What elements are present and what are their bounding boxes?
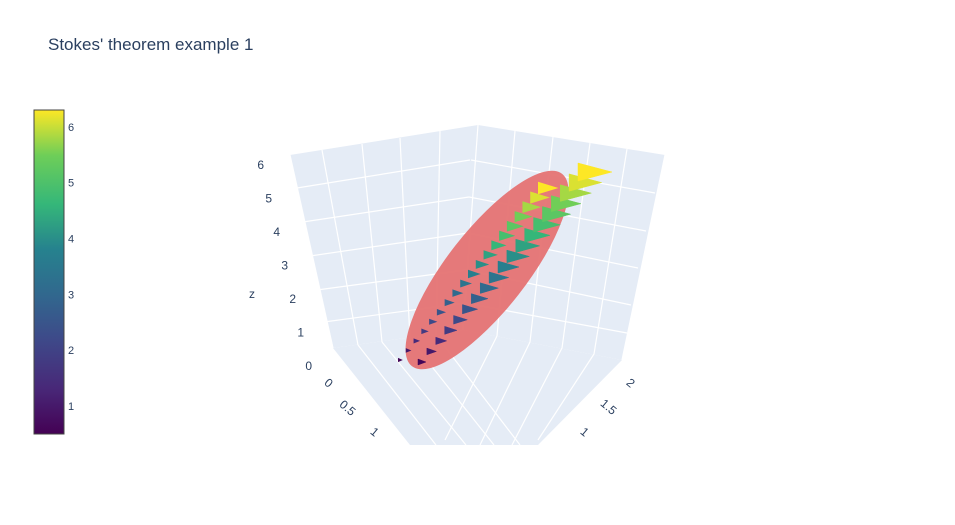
grid-line bbox=[444, 335, 498, 441]
cone-marker bbox=[533, 217, 562, 233]
cone-marker bbox=[421, 328, 429, 335]
grid-line bbox=[302, 196, 470, 223]
cone-marker bbox=[506, 249, 531, 264]
grid-line bbox=[511, 347, 563, 446]
grid-line bbox=[621, 154, 666, 361]
cone-marker bbox=[488, 271, 510, 284]
y-tick-label: 1.5 bbox=[598, 396, 620, 418]
grid-line bbox=[289, 154, 334, 349]
cone-marker bbox=[530, 191, 550, 204]
cone-marker bbox=[405, 348, 412, 353]
chart-title: Stokes' theorem example 1 bbox=[48, 35, 253, 54]
colorbar-tick: 4 bbox=[68, 233, 74, 245]
cone-marker bbox=[444, 299, 455, 307]
grid-line bbox=[381, 341, 467, 446]
colorbar-tick: 6 bbox=[68, 122, 74, 134]
cone-marker bbox=[436, 308, 447, 316]
cone-marker bbox=[497, 260, 520, 274]
cone-marker bbox=[522, 201, 542, 213]
z-tick-label: 0 bbox=[305, 359, 312, 373]
cone-marker bbox=[398, 357, 403, 363]
y-tick-label: 2 bbox=[624, 375, 638, 390]
cone-marker bbox=[538, 181, 559, 195]
z-axis-label: z bbox=[249, 287, 255, 301]
cone-marker bbox=[515, 238, 541, 253]
grid-line bbox=[357, 344, 437, 446]
x-tick-label: 0 bbox=[322, 375, 336, 390]
z-tick-label: 1 bbox=[297, 326, 304, 340]
cone-marker bbox=[435, 336, 448, 345]
colorbar-tick: 1 bbox=[68, 401, 74, 413]
grid-line bbox=[309, 232, 469, 257]
cone-marker bbox=[506, 220, 524, 232]
surface-disk bbox=[405, 170, 569, 370]
z-tick-label: 4 bbox=[273, 225, 280, 239]
x-tick-label: 1 bbox=[368, 424, 382, 439]
cone-marker bbox=[417, 358, 427, 366]
colorbar-tick: 2 bbox=[68, 345, 74, 357]
z-tick-label: 5 bbox=[265, 192, 272, 206]
cone-marker bbox=[479, 282, 500, 294]
colorbar-gradient bbox=[33, 109, 65, 435]
colorbar-tick: 3 bbox=[68, 289, 74, 301]
cone-marker bbox=[444, 325, 458, 335]
cone-marker bbox=[514, 211, 533, 223]
colorbar-tick: 5 bbox=[68, 178, 74, 190]
cone-marker bbox=[426, 347, 438, 356]
cone-marker bbox=[462, 304, 479, 315]
cone-marker bbox=[452, 289, 464, 297]
floor bbox=[333, 330, 622, 445]
cone-marker bbox=[429, 318, 438, 325]
cone-marker bbox=[468, 269, 481, 279]
cone-marker bbox=[491, 240, 507, 251]
cone-marker bbox=[483, 250, 498, 260]
colorbar: 1 2 3 4 5 6 bbox=[33, 109, 74, 435]
cone-marker bbox=[471, 293, 489, 305]
y-tick-label: 1 bbox=[578, 424, 592, 439]
z-tick-label: 6 bbox=[257, 158, 264, 172]
cone-marker bbox=[475, 260, 490, 269]
cone-marker bbox=[577, 162, 613, 182]
cone-marker bbox=[453, 315, 469, 325]
surface bbox=[405, 170, 569, 370]
grid-line bbox=[296, 159, 471, 189]
grid-line bbox=[537, 353, 595, 441]
grid-line bbox=[479, 341, 531, 446]
cone-marker bbox=[524, 228, 551, 243]
cone-marker bbox=[413, 338, 421, 344]
z-tick-label: 2 bbox=[289, 292, 296, 306]
cone-marker bbox=[499, 230, 516, 241]
cone-marker bbox=[460, 279, 472, 288]
z-tick-label: 3 bbox=[281, 259, 288, 273]
grid-line bbox=[593, 148, 628, 355]
x-tick-label: 0.5 bbox=[337, 397, 359, 419]
